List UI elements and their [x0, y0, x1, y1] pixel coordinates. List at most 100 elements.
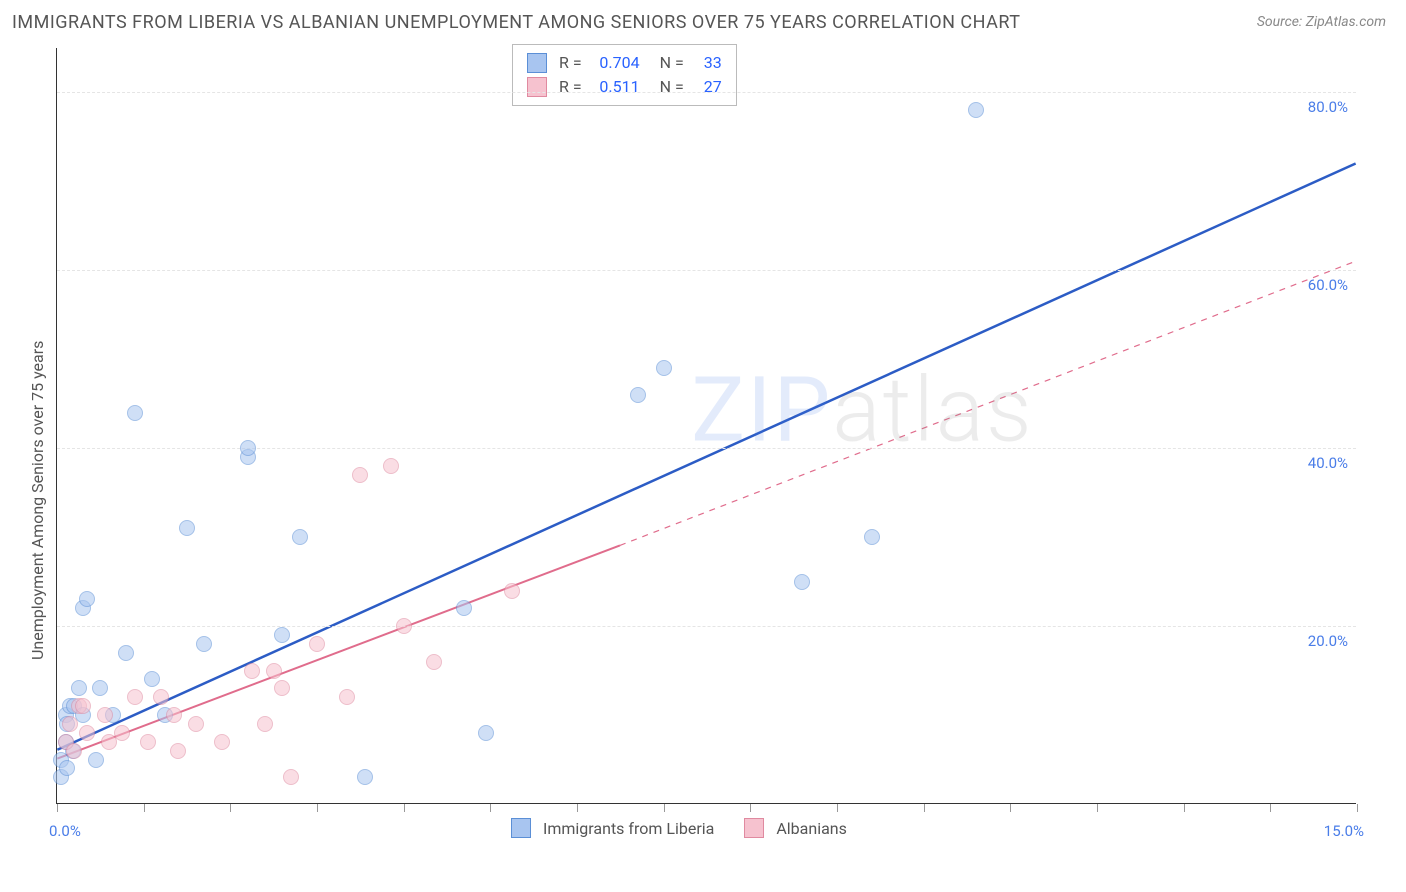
- y-tick-label: 20.0%: [1308, 632, 1348, 650]
- data-point: [97, 707, 113, 723]
- grid-line: [57, 626, 1356, 627]
- x-tick: [837, 804, 838, 812]
- data-point: [504, 583, 520, 599]
- data-point: [864, 529, 880, 545]
- x-tick-label: 0.0%: [49, 822, 81, 840]
- data-point: [283, 769, 299, 785]
- legend-r-label: R =: [559, 51, 582, 75]
- x-tick: [230, 804, 231, 812]
- legend-swatch: [527, 53, 547, 73]
- chart-header: IMMIGRANTS FROM LIBERIA VS ALBANIAN UNEM…: [0, 0, 1406, 44]
- data-point: [166, 707, 182, 723]
- data-point: [240, 440, 256, 456]
- series-legend: Immigrants from Liberia Albanians: [511, 818, 847, 838]
- x-tick: [1270, 804, 1271, 812]
- trend-lines-svg: [57, 48, 1356, 803]
- data-point: [170, 743, 186, 759]
- data-point: [794, 574, 810, 590]
- x-tick: [317, 804, 318, 812]
- data-point: [79, 591, 95, 607]
- data-point: [127, 689, 143, 705]
- data-point: [274, 627, 290, 643]
- chart-source: Source: ZipAtlas.com: [1257, 14, 1386, 30]
- legend-r-value: 0.704: [590, 51, 640, 75]
- legend-r-label: R =: [559, 75, 582, 99]
- data-point: [383, 458, 399, 474]
- x-tick: [1184, 804, 1185, 812]
- data-point: [426, 654, 442, 670]
- data-point: [656, 360, 672, 376]
- data-point: [456, 600, 472, 616]
- grid-line: [57, 92, 1356, 93]
- y-tick-label: 60.0%: [1308, 276, 1348, 294]
- x-tick: [490, 804, 491, 812]
- series-legend-item: Immigrants from Liberia: [511, 818, 714, 838]
- x-tick: [57, 804, 58, 812]
- x-tick: [924, 804, 925, 812]
- grid-line: [57, 270, 1356, 271]
- data-point: [352, 467, 368, 483]
- data-point: [357, 769, 373, 785]
- data-point: [62, 716, 78, 732]
- data-point: [71, 680, 87, 696]
- legend-swatch: [511, 818, 531, 838]
- legend-n-label: N =: [660, 75, 684, 99]
- legend-swatch: [527, 77, 547, 97]
- data-point: [257, 716, 273, 732]
- legend-row: R = 0.511 N = 27: [527, 75, 722, 99]
- data-point: [196, 636, 212, 652]
- x-tick-label: 15.0%: [1324, 822, 1364, 840]
- data-point: [127, 405, 143, 421]
- legend-n-value: 27: [692, 75, 722, 99]
- data-point: [339, 689, 355, 705]
- data-point: [214, 734, 230, 750]
- y-axis-label: Unemployment Among Seniors over 75 years: [28, 341, 47, 660]
- x-tick: [664, 804, 665, 812]
- data-point: [118, 645, 134, 661]
- correlation-legend: R = 0.704 N = 33 R = 0.511 N = 27: [512, 44, 737, 106]
- data-point: [59, 760, 75, 776]
- y-tick-label: 80.0%: [1308, 98, 1348, 116]
- data-point: [630, 387, 646, 403]
- legend-r-value: 0.511: [590, 75, 640, 99]
- watermark: ZIPatlas: [691, 358, 1033, 463]
- legend-n-label: N =: [660, 51, 684, 75]
- x-tick: [750, 804, 751, 812]
- data-point: [309, 636, 325, 652]
- x-tick: [404, 804, 405, 812]
- data-point: [153, 689, 169, 705]
- trend-line: [620, 261, 1356, 545]
- y-tick-label: 40.0%: [1308, 454, 1348, 472]
- data-point: [266, 663, 282, 679]
- x-tick: [144, 804, 145, 812]
- legend-n-value: 33: [692, 51, 722, 75]
- data-point: [114, 725, 130, 741]
- data-point: [144, 671, 160, 687]
- data-point: [75, 698, 91, 714]
- series-legend-item: Albanians: [744, 818, 847, 838]
- data-point: [188, 716, 204, 732]
- watermark-zip: ZIP: [691, 358, 832, 463]
- data-point: [88, 752, 104, 768]
- watermark-atlas: atlas: [832, 358, 1033, 463]
- x-tick: [1357, 804, 1358, 812]
- series-legend-label: Albanians: [776, 819, 847, 838]
- data-point: [244, 663, 260, 679]
- data-point: [66, 743, 82, 759]
- series-legend-label: Immigrants from Liberia: [543, 819, 714, 838]
- data-point: [396, 618, 412, 634]
- legend-row: R = 0.704 N = 33: [527, 51, 722, 75]
- chart-plot-area: ZIPatlas R = 0.704 N = 33 R = 0.511 N = 27 20.0…: [56, 48, 1356, 804]
- data-point: [968, 102, 984, 118]
- trend-line: [57, 545, 620, 758]
- x-tick: [1097, 804, 1098, 812]
- data-point: [79, 725, 95, 741]
- data-point: [140, 734, 156, 750]
- data-point: [478, 725, 494, 741]
- chart-title: IMMIGRANTS FROM LIBERIA VS ALBANIAN UNEM…: [12, 12, 1020, 33]
- data-point: [292, 529, 308, 545]
- data-point: [92, 680, 108, 696]
- x-tick: [1010, 804, 1011, 812]
- data-point: [274, 680, 290, 696]
- legend-swatch: [744, 818, 764, 838]
